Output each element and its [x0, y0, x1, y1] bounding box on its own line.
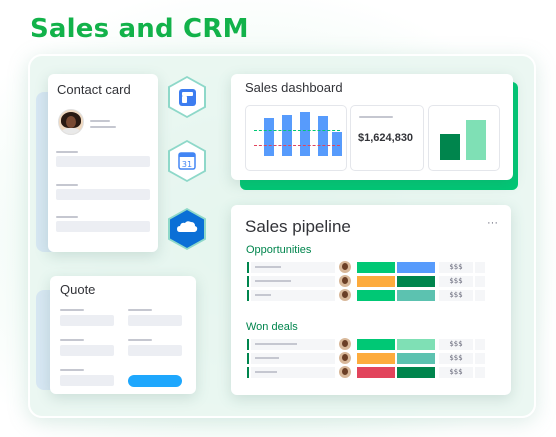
target-line: [254, 130, 340, 131]
owner-avatar: [339, 366, 351, 378]
deal-value-cell: $$$: [439, 339, 473, 350]
table-row[interactable]: $$$: [247, 352, 485, 364]
status-cell[interactable]: [357, 353, 395, 364]
field-label-line: [128, 339, 152, 341]
owner-avatar: [339, 289, 351, 301]
chart-bar: [332, 132, 342, 156]
dashboard-title: Sales dashboard: [245, 80, 343, 95]
chart-bar: [264, 118, 274, 156]
field-label-line: [60, 339, 84, 341]
chart-bar: [466, 120, 486, 160]
chart-bar: [440, 134, 460, 160]
owner-avatar: [339, 275, 351, 287]
bar-chart-widget[interactable]: [245, 105, 347, 171]
avatar: [58, 109, 84, 135]
status-cell[interactable]: [357, 276, 395, 287]
quote-field[interactable]: [60, 315, 114, 326]
owner-avatar: [339, 338, 351, 350]
section-label-opportunities: Opportunities: [246, 244, 312, 256]
field-label-line: [60, 369, 84, 371]
contact-card-title: Contact card: [57, 82, 131, 97]
item-name-cell[interactable]: [251, 290, 335, 301]
empty-cell: [475, 353, 485, 364]
quote-field[interactable]: [60, 345, 114, 356]
item-name-cell[interactable]: [251, 367, 335, 378]
status-cell[interactable]: [357, 339, 395, 350]
group-color-bar: [247, 290, 249, 301]
chart-bar: [300, 112, 310, 156]
group-color-bar: [247, 367, 249, 378]
quote-field[interactable]: [128, 315, 182, 326]
quote-submit-button[interactable]: [128, 375, 182, 387]
owner-avatar: [339, 352, 351, 364]
quote-title: Quote: [60, 282, 96, 297]
widget-label-line: [359, 116, 393, 118]
field-label-line: [56, 216, 78, 218]
quote-card[interactable]: Quote: [50, 276, 196, 394]
field-label-line: [56, 184, 78, 186]
contact-name-line: [90, 120, 110, 122]
table-row[interactable]: $$$: [247, 261, 485, 273]
quote-field[interactable]: [60, 375, 114, 386]
svg-text:31: 31: [182, 160, 192, 169]
owner-avatar: [339, 261, 351, 273]
item-name-cell[interactable]: [251, 262, 335, 273]
empty-cell: [475, 339, 485, 350]
priority-cell[interactable]: [397, 276, 435, 287]
section-label-won-deals: Won deals: [246, 321, 298, 333]
status-cell[interactable]: [357, 290, 395, 301]
more-options-icon[interactable]: ···: [487, 217, 498, 229]
group-color-bar: [247, 276, 249, 287]
group-color-bar: [247, 262, 249, 273]
field-label-line: [128, 309, 152, 311]
deal-value-cell: $$$: [439, 353, 473, 364]
priority-cell[interactable]: [397, 339, 435, 350]
empty-cell: [475, 262, 485, 273]
contact-card[interactable]: Contact card: [48, 74, 158, 252]
quote-field[interactable]: [128, 345, 182, 356]
priority-cell[interactable]: [397, 290, 435, 301]
priority-cell[interactable]: [397, 367, 435, 378]
baseline-line: [254, 145, 340, 146]
status-cell[interactable]: [357, 367, 395, 378]
status-cell[interactable]: [357, 262, 395, 273]
group-color-bar: [247, 339, 249, 350]
item-name-cell[interactable]: [251, 339, 335, 350]
item-name-cell[interactable]: [251, 353, 335, 364]
revenue-total: $1,624,830: [358, 132, 414, 144]
sales-dashboard[interactable]: Sales dashboard $1,624,830: [231, 74, 513, 180]
group-color-bar: [247, 353, 249, 364]
deal-value-cell: $$$: [439, 367, 473, 378]
field-label-line: [56, 151, 78, 153]
item-name-cell[interactable]: [251, 276, 335, 287]
priority-cell[interactable]: [397, 353, 435, 364]
field-label-line: [60, 309, 84, 311]
contact-field[interactable]: [56, 156, 150, 167]
deal-value-cell: $$$: [439, 262, 473, 273]
comparison-chart-widget[interactable]: [428, 105, 500, 171]
empty-cell: [475, 367, 485, 378]
contact-field[interactable]: [56, 189, 150, 200]
contact-field[interactable]: [56, 221, 150, 232]
deal-value-cell: $$$: [439, 290, 473, 301]
table-row[interactable]: $$$: [247, 289, 485, 301]
contact-role-line: [90, 126, 116, 128]
empty-cell: [475, 290, 485, 301]
table-row[interactable]: $$$: [247, 366, 485, 378]
page-title: Sales and CRM: [30, 14, 249, 44]
table-row[interactable]: $$$: [247, 275, 485, 287]
chart-bar: [282, 115, 292, 156]
priority-cell[interactable]: [397, 262, 435, 273]
empty-cell: [475, 276, 485, 287]
deal-value-cell: $$$: [439, 276, 473, 287]
chart-bar: [318, 116, 328, 156]
revenue-widget[interactable]: $1,624,830: [350, 105, 424, 171]
table-row[interactable]: $$$: [247, 338, 485, 350]
pipeline-title: Sales pipeline: [245, 217, 351, 236]
